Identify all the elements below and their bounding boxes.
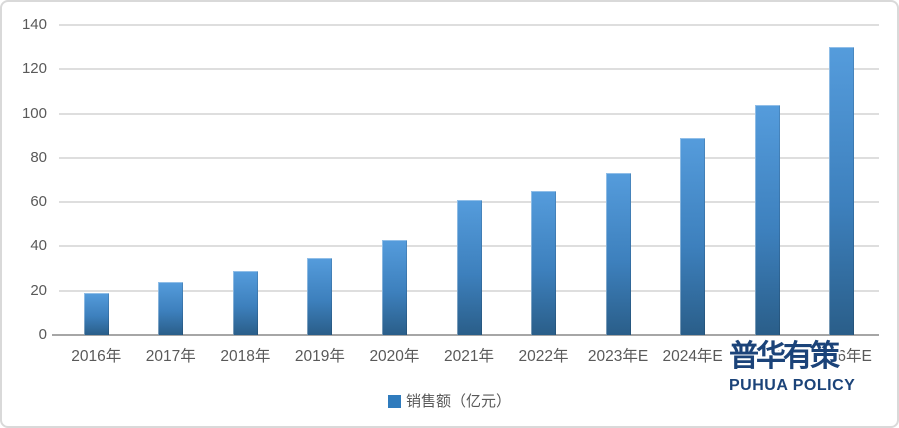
y-axis-tick-label: 0 xyxy=(38,326,47,343)
y-axis-tick-label: 120 xyxy=(21,60,47,78)
x-axis-tick-label: 2019年 xyxy=(294,348,345,365)
bar-2018年 xyxy=(232,270,258,335)
gridline xyxy=(59,68,879,71)
y-axis-tick-label: 60 xyxy=(30,193,47,211)
y-axis-tick-label: 140 xyxy=(21,16,47,33)
x-axis-tick-label: 2018年 xyxy=(220,348,271,365)
y-axis-tick-label: 80 xyxy=(30,148,47,166)
bar-2023年E xyxy=(605,173,631,335)
legend: 销售额（亿元） xyxy=(2,390,897,411)
bar-2024年E xyxy=(680,137,706,335)
y-axis-tick-label: 20 xyxy=(30,281,47,299)
x-axis-line xyxy=(52,334,879,336)
x-axis-tick-label: 2016年 xyxy=(71,348,122,365)
bar-2022年 xyxy=(531,191,557,335)
bar-2021年 xyxy=(456,199,482,335)
bar-2017年 xyxy=(158,281,184,335)
x-axis-tick-label: 2017年 xyxy=(145,348,196,365)
x-axis-tick-label: 2021年 xyxy=(443,348,494,365)
bar-2020年 xyxy=(381,239,407,335)
x-axis-tick-label: 2026年E xyxy=(811,348,872,365)
gridline xyxy=(59,156,879,159)
x-axis-tick-label: 2025年E xyxy=(737,348,798,365)
x-axis-tick-label: 2020年 xyxy=(369,348,420,365)
bar-2026年E xyxy=(829,47,855,335)
bar-2016年 xyxy=(83,292,109,335)
gridline xyxy=(59,24,879,26)
legend-label: 销售额（亿元） xyxy=(405,393,511,410)
y-axis-tick-label: 40 xyxy=(30,237,47,255)
x-axis-tick-label: 2022年 xyxy=(518,348,569,365)
gridline xyxy=(59,112,879,115)
x-axis-tick-label: 2024年E xyxy=(662,348,723,365)
bar-2019年 xyxy=(307,257,333,335)
legend-marker-icon xyxy=(387,395,401,408)
bar-2025年E xyxy=(754,104,780,335)
y-axis-tick-label: 100 xyxy=(21,104,47,122)
x-axis-tick-label: 2023年E xyxy=(587,348,649,365)
